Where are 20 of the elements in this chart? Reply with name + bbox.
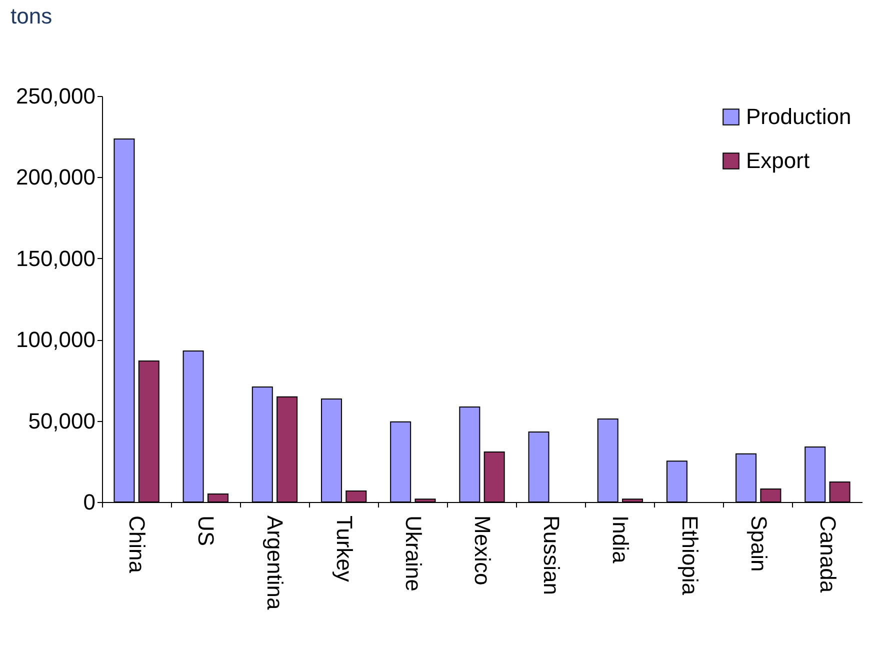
x-tick-label: Spain	[746, 516, 772, 572]
x-tick-label: US	[194, 516, 219, 546]
x-tick-label: India	[608, 516, 634, 564]
x-tick-label: Turkey	[332, 516, 357, 582]
y-tick-label: 200,000	[16, 164, 96, 190]
legend-label: Export	[746, 148, 810, 173]
x-tick-label: Mexico	[470, 516, 495, 586]
x-tick-label: Russian	[539, 516, 564, 595]
y-tick-label: 150,000	[16, 246, 96, 271]
y-tick-label: 250,000	[16, 84, 96, 108]
y-tick-label: 0	[83, 490, 96, 514]
x-tick-label: China	[124, 516, 150, 574]
x-tick-label: Ethiopia	[677, 516, 702, 596]
x-tick-label: Canada	[815, 516, 840, 594]
x-tick-label: Argentina	[262, 516, 288, 610]
y-axis-title: tons	[10, 4, 52, 28]
x-tick-label: Ukraine	[400, 516, 426, 592]
legend-label: Production	[746, 104, 852, 129]
y-tick-label: 100,000	[16, 327, 96, 352]
y-tick-label: 50,000	[28, 408, 96, 434]
